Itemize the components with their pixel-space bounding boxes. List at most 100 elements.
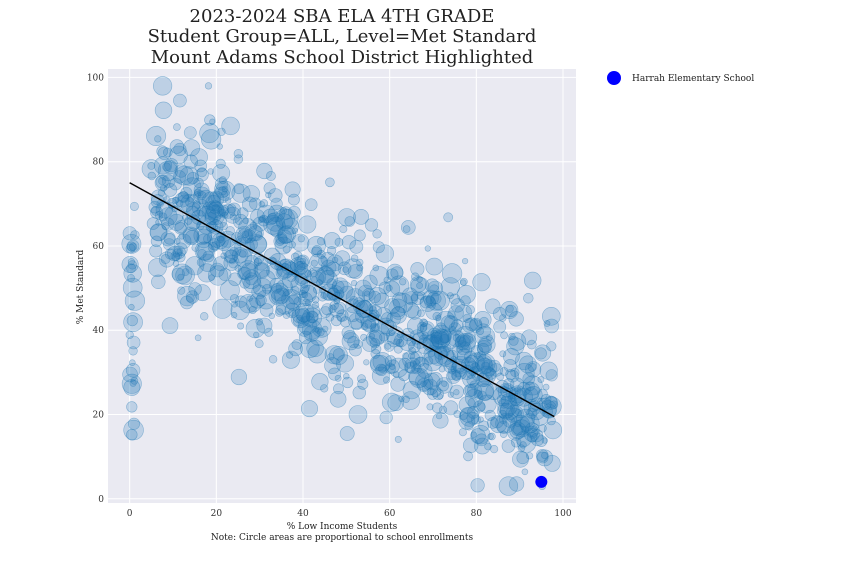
data-point xyxy=(402,350,421,369)
x-tick-label: 20 xyxy=(211,509,223,519)
data-point xyxy=(244,272,258,286)
data-point xyxy=(215,177,229,191)
data-point xyxy=(287,193,300,206)
data-point xyxy=(227,202,241,217)
data-point xyxy=(378,281,392,294)
data-point xyxy=(506,422,525,441)
data-point xyxy=(336,309,349,322)
data-point xyxy=(188,282,202,296)
data-point xyxy=(425,302,443,320)
data-point xyxy=(321,264,329,272)
data-point xyxy=(362,318,377,333)
data-point xyxy=(274,236,293,255)
data-point xyxy=(508,335,519,346)
data-point xyxy=(464,350,477,363)
data-point xyxy=(525,381,535,392)
data-point xyxy=(502,347,520,365)
data-point xyxy=(523,271,542,290)
data-point xyxy=(489,363,503,377)
data-point xyxy=(204,205,226,226)
data-point xyxy=(428,372,443,387)
data-point xyxy=(238,266,252,280)
data-point xyxy=(156,200,163,207)
data-point xyxy=(204,82,213,90)
data-point xyxy=(538,424,547,433)
data-point xyxy=(275,232,288,245)
data-point xyxy=(174,238,181,245)
data-point xyxy=(467,397,479,409)
data-point xyxy=(191,243,200,252)
data-point xyxy=(409,275,427,293)
data-point xyxy=(289,257,306,273)
data-point xyxy=(409,360,417,367)
data-point xyxy=(317,266,335,284)
data-point xyxy=(428,345,449,366)
data-point xyxy=(224,197,232,204)
data-point xyxy=(526,339,537,350)
data-point xyxy=(490,445,499,454)
data-point xyxy=(176,199,184,207)
data-point xyxy=(277,225,296,244)
data-point xyxy=(416,276,423,283)
data-point xyxy=(522,375,543,396)
data-point xyxy=(279,206,293,220)
data-point xyxy=(123,264,142,283)
data-point xyxy=(223,249,238,264)
data-point xyxy=(411,363,422,375)
data-point xyxy=(416,323,435,341)
data-point xyxy=(195,168,209,182)
data-point xyxy=(125,363,141,378)
data-point xyxy=(470,428,486,444)
data-point xyxy=(296,308,311,323)
data-point xyxy=(506,337,525,356)
data-point xyxy=(320,292,327,299)
data-point xyxy=(267,204,286,223)
data-point xyxy=(448,322,462,336)
data-point xyxy=(334,237,344,247)
data-point xyxy=(504,304,518,318)
data-point xyxy=(398,357,411,371)
data-point xyxy=(540,393,552,405)
data-point xyxy=(375,363,388,377)
data-point xyxy=(404,357,421,374)
data-point xyxy=(357,374,366,384)
data-point xyxy=(268,355,278,364)
data-point xyxy=(523,399,541,417)
data-point xyxy=(208,265,229,286)
data-point xyxy=(503,378,515,390)
data-point xyxy=(249,292,265,309)
data-point xyxy=(300,280,309,289)
data-point xyxy=(349,239,364,254)
data-point xyxy=(403,301,420,318)
data-point xyxy=(200,312,209,321)
data-point xyxy=(426,403,434,411)
data-point xyxy=(440,277,460,297)
data-point xyxy=(422,289,439,306)
data-point xyxy=(423,379,434,390)
data-point xyxy=(148,201,162,214)
data-point xyxy=(160,231,176,247)
data-point xyxy=(258,201,265,208)
data-point xyxy=(498,409,507,419)
data-point xyxy=(125,330,134,340)
data-point xyxy=(149,223,168,241)
data-point xyxy=(360,315,377,332)
data-point xyxy=(169,139,185,154)
data-point xyxy=(290,285,300,295)
data-point xyxy=(380,319,397,337)
data-point xyxy=(537,397,544,405)
title-line-1: 2023-2024 SBA ELA 4TH GRADE xyxy=(190,6,495,27)
data-point xyxy=(310,271,325,286)
data-point xyxy=(154,174,171,191)
data-point xyxy=(435,314,442,322)
data-point xyxy=(429,290,450,311)
data-point xyxy=(447,370,457,380)
data-point xyxy=(262,208,279,226)
data-point xyxy=(372,229,382,239)
data-point xyxy=(464,355,479,370)
data-point xyxy=(194,284,211,302)
data-point xyxy=(163,147,173,158)
data-point xyxy=(386,332,402,348)
data-point xyxy=(287,205,301,219)
data-point xyxy=(150,235,163,248)
